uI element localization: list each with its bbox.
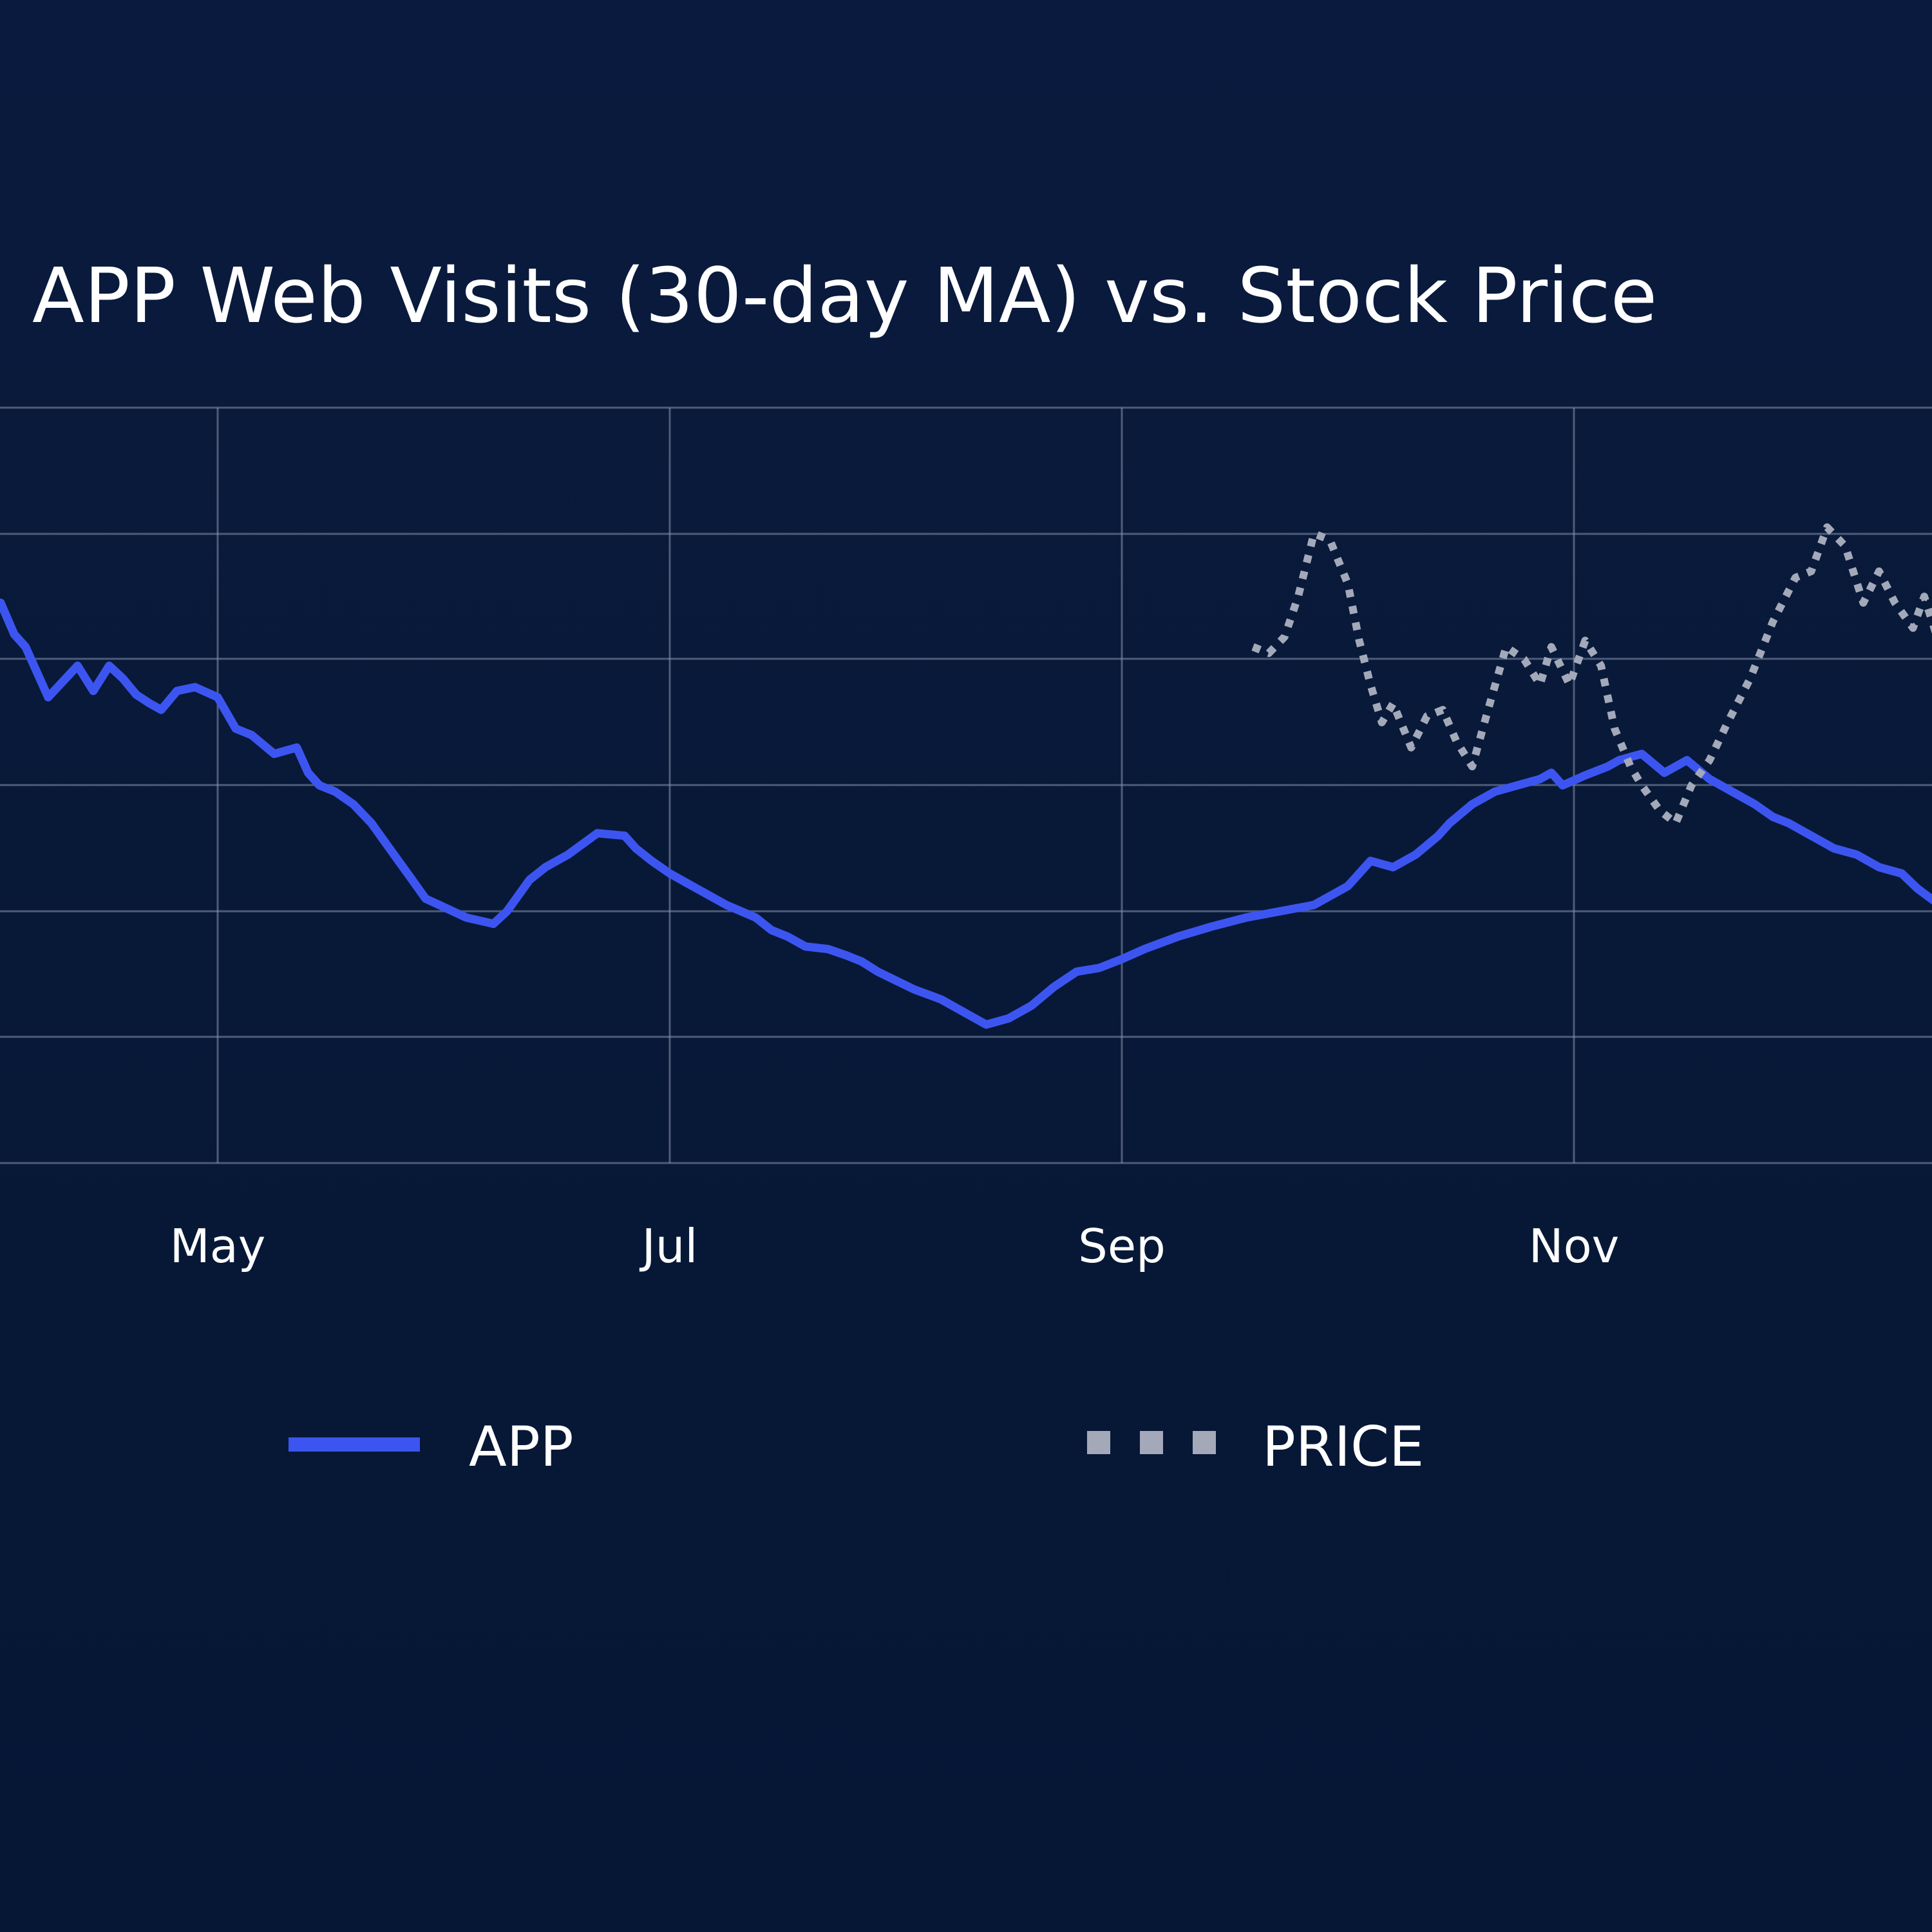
legend-item-price: PRICE — [1087, 1415, 1424, 1479]
legend-swatch-price-dot — [1193, 1431, 1216, 1454]
legend-swatch-price-dot — [1140, 1431, 1163, 1454]
chart-grid — [0, 406, 1932, 1164]
x-tick-label: May — [170, 1219, 266, 1273]
x-tick-label: Sep — [1078, 1219, 1166, 1273]
series-line-app — [0, 598, 1932, 1029]
chart-vgrid — [216, 408, 1575, 1163]
legend-label-app: APP — [469, 1415, 574, 1479]
chart-title: APP Web Visits (30-day MA) vs. Stock Pri… — [32, 251, 1657, 340]
series-layer — [0, 523, 1932, 1029]
legend-label-price: PRICE — [1262, 1415, 1424, 1479]
x-axis-ticks: May Jul Sep Nov J — [170, 1219, 1620, 1273]
x-tick-label: Jul — [639, 1219, 698, 1273]
legend-item-app: APP — [289, 1415, 574, 1479]
chart-legend: APP PRICE — [289, 1415, 1424, 1479]
x-tick-label: Nov — [1529, 1219, 1620, 1273]
series-line-price — [1251, 523, 1932, 828]
legend-swatch-price-dot — [1087, 1431, 1110, 1454]
